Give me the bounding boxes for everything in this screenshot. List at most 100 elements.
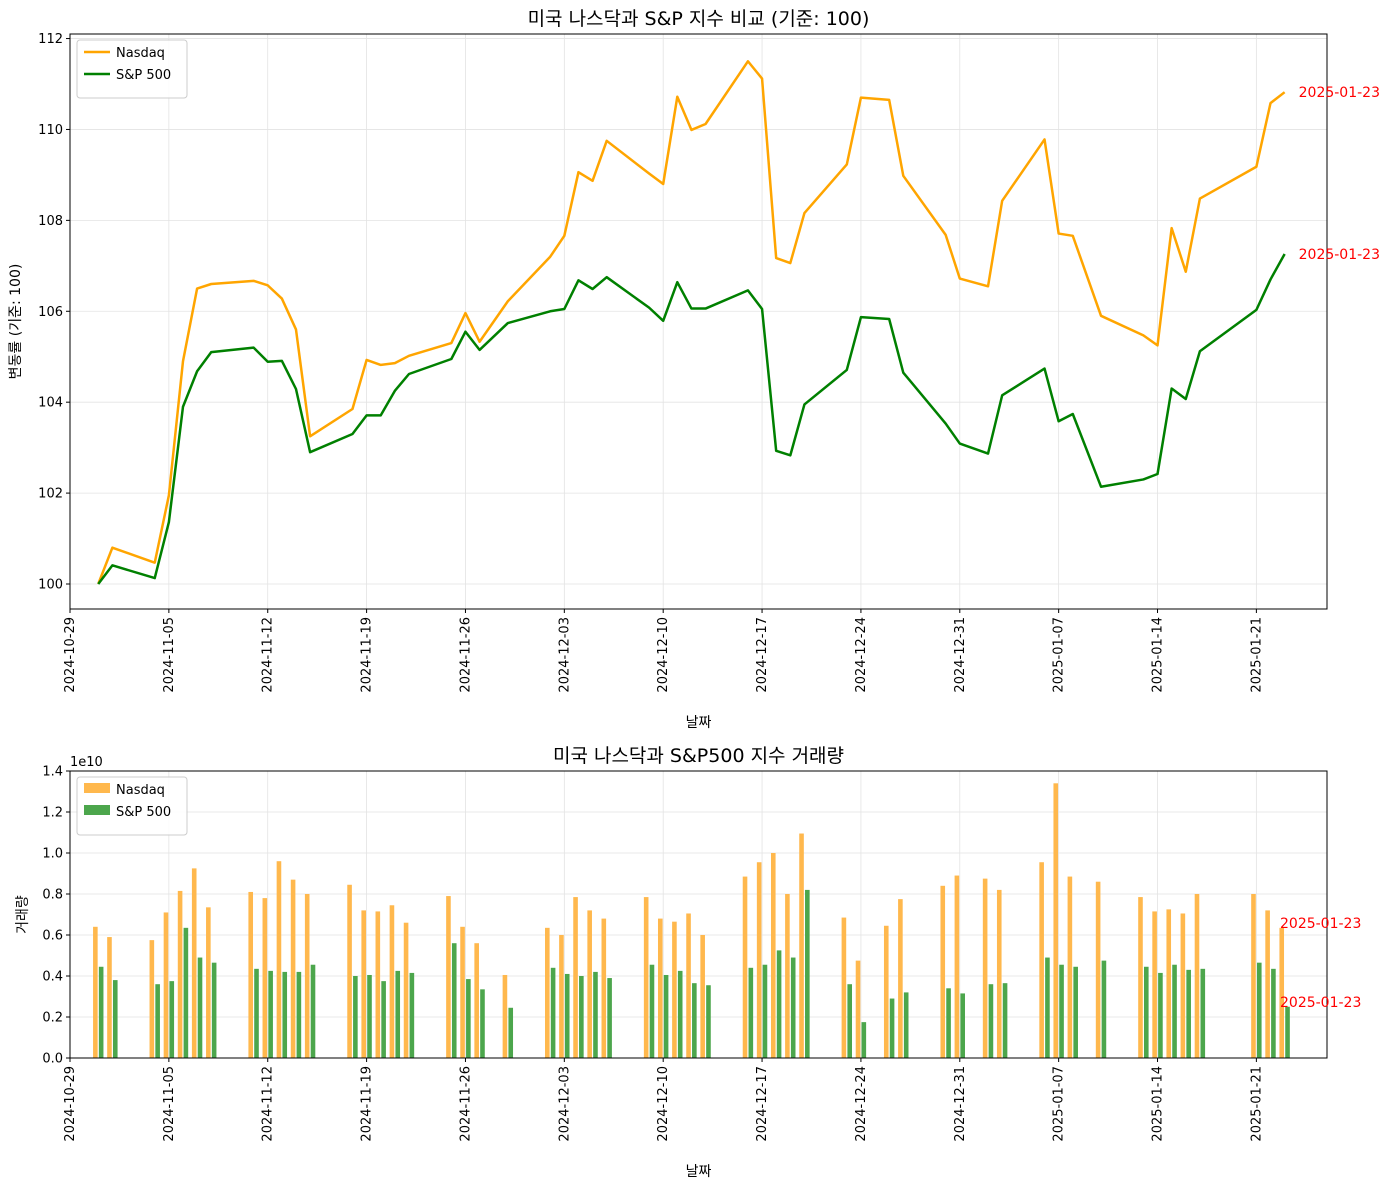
y-tick-label: 0.0 xyxy=(42,1052,63,1067)
volume-bar xyxy=(1073,966,1078,1058)
x-tick-label: 2024-12-03 xyxy=(557,1066,572,1142)
x-tick-label: 2024-11-19 xyxy=(360,617,375,693)
volume-bar xyxy=(254,968,259,1058)
volume-bar xyxy=(593,971,598,1058)
volume-bar xyxy=(98,966,104,1058)
series-group xyxy=(97,60,1286,585)
volume-bar xyxy=(706,985,711,1058)
volume-bar xyxy=(508,1007,514,1058)
y-tick-label: 100 xyxy=(38,578,63,593)
volume-bar xyxy=(389,905,395,1058)
volume-bar xyxy=(889,998,895,1058)
y-tick-label: 1.4 xyxy=(42,765,63,780)
plot-area xyxy=(70,34,1327,609)
x-tick-label: 2025-01-14 xyxy=(1151,617,1166,693)
volume-bar xyxy=(1002,983,1008,1058)
volume-bar xyxy=(587,910,592,1058)
x-ticks: 2024-10-29 2024-11-05 2024-11-12 2024-11-19… xyxy=(63,609,1264,693)
volume-bar xyxy=(1101,960,1107,1059)
volume-bar xyxy=(785,894,790,1058)
volume-bar xyxy=(841,917,847,1058)
x-tick-label: 2024-11-05 xyxy=(162,617,177,693)
volume-bar xyxy=(982,878,988,1059)
volume-bar xyxy=(1200,968,1206,1058)
volume-bar xyxy=(805,889,810,1058)
x-tick-label: 2024-12-24 xyxy=(854,1066,869,1142)
annotation-label: 2025-01-23 xyxy=(1299,247,1380,263)
x-tick-label: 2024-11-05 xyxy=(162,1066,177,1142)
volume-bar xyxy=(607,978,612,1058)
x-tick-label: 2024-11-26 xyxy=(458,617,473,693)
volume-bar xyxy=(692,983,697,1058)
volume-bar xyxy=(1251,894,1256,1058)
volume-bar xyxy=(276,861,282,1058)
volume-bar xyxy=(903,992,909,1058)
x-tick-label: 2025-01-21 xyxy=(1249,1066,1264,1142)
y-tick-label: 0.4 xyxy=(42,970,63,985)
legend-box xyxy=(76,39,188,99)
volume-bar xyxy=(248,891,254,1058)
volume-bar xyxy=(169,981,175,1059)
volume-bar xyxy=(954,875,960,1058)
volume-bar xyxy=(310,964,316,1058)
volume-bar xyxy=(375,911,381,1058)
x-tick-label: 2025-01-21 xyxy=(1249,617,1264,693)
volume-bar xyxy=(776,950,782,1059)
volume-bar xyxy=(672,921,677,1058)
volume-bar xyxy=(206,907,211,1058)
volume-bar xyxy=(1143,966,1149,1058)
volume-bar xyxy=(1279,927,1285,1058)
volume-bar xyxy=(573,897,578,1058)
volume-bar xyxy=(762,964,768,1058)
volume-bar xyxy=(367,974,372,1058)
y-ticks: 100 102 104 106 108 110 112 xyxy=(38,32,70,593)
legend-bar-swatch xyxy=(84,783,110,793)
volume-bar xyxy=(996,889,1002,1058)
legend-label: S&P 500 xyxy=(116,68,171,83)
x-tick-label: 2024-12-31 xyxy=(953,1066,968,1142)
y-tick-label: 104 xyxy=(38,396,63,411)
legend: Nasdaq S&P 500 xyxy=(76,39,188,99)
volume-bar xyxy=(361,910,366,1058)
volume-bar xyxy=(657,918,663,1058)
volume-bar xyxy=(545,927,550,1058)
annotation-label: 2025-01-23 xyxy=(1280,995,1361,1011)
volume-bar xyxy=(686,913,691,1058)
y-tick-label: 1.2 xyxy=(42,806,63,821)
volume-bar xyxy=(579,976,584,1058)
volume-bar xyxy=(847,984,852,1058)
volume-bar xyxy=(940,885,946,1058)
volume-bar xyxy=(177,890,183,1058)
annotation-label: 2025-01-23 xyxy=(1280,916,1361,932)
x-tick-label: 2024-11-12 xyxy=(261,1066,276,1142)
volume-bar xyxy=(466,979,471,1058)
x-tick-label: 2024-10-29 xyxy=(63,1066,78,1142)
x-tick-label: 2025-01-07 xyxy=(1052,1066,1067,1142)
volume-bar xyxy=(460,926,465,1058)
volume-bar xyxy=(1067,876,1073,1058)
volume-bar xyxy=(1271,968,1276,1058)
plot-frame xyxy=(69,770,1328,1059)
y-axis-label: 거래량 xyxy=(15,895,31,934)
volume-bar xyxy=(409,972,415,1058)
volume-bar xyxy=(960,993,965,1058)
x-tick-label: 2024-11-19 xyxy=(360,1066,375,1142)
volume-bar xyxy=(855,960,861,1059)
volume-bar xyxy=(112,980,118,1058)
volume-bar xyxy=(1152,911,1157,1058)
x-axis-label: 날짜 xyxy=(686,1164,712,1180)
volume-bar xyxy=(946,988,951,1058)
volume-bar xyxy=(290,879,296,1058)
volume-bar xyxy=(756,862,762,1058)
volume-bar xyxy=(211,962,217,1058)
volume-bar xyxy=(304,894,310,1058)
volume-bar xyxy=(550,967,556,1058)
y-tick-label: 108 xyxy=(38,214,63,229)
volume-bar xyxy=(1158,972,1163,1058)
volume-bar xyxy=(191,868,197,1059)
volume-bar xyxy=(1186,969,1191,1058)
legend: Nasdaq S&P 500 xyxy=(76,776,188,836)
volume-bar xyxy=(1059,964,1064,1058)
chart-title: 미국 나스닥과 S&P500 지수 거래량 xyxy=(553,745,844,767)
